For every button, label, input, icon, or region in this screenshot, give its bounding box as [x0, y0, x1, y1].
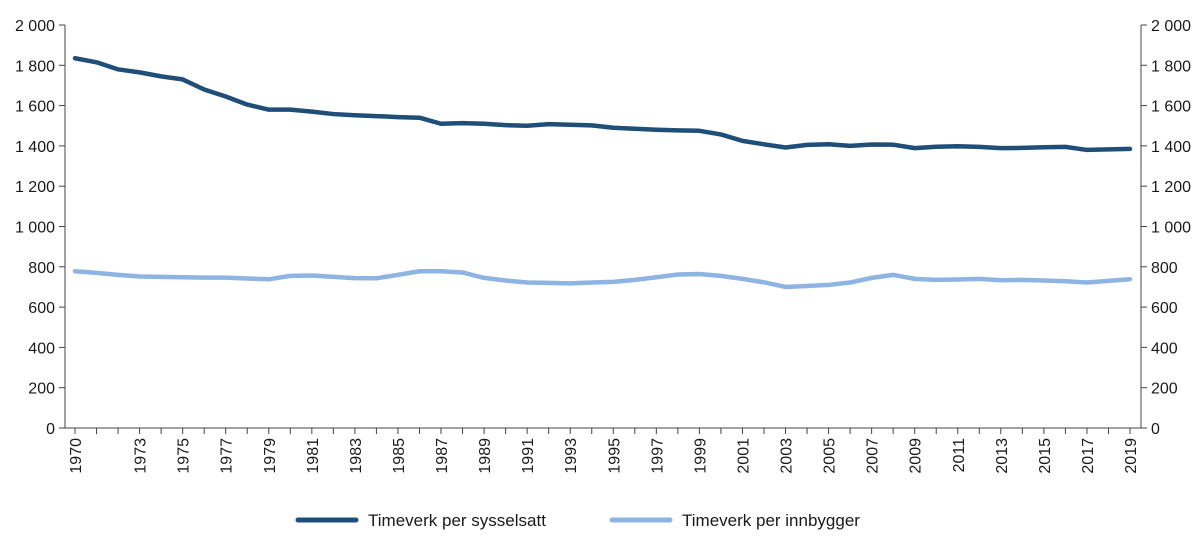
y-tick-label-right: 200: [1151, 381, 1178, 398]
y-tick-label-right: 600: [1151, 300, 1178, 317]
x-tick-label: 1987: [434, 438, 451, 474]
y-tick-label-left: 2 000: [15, 18, 55, 35]
x-tick-label: 1977: [219, 438, 236, 474]
x-tick-label: 1993: [563, 438, 580, 474]
y-tick-label-left: 1 200: [15, 179, 55, 196]
x-tick-label: 1985: [391, 438, 408, 474]
y-tick-label-left: 800: [28, 260, 55, 277]
y-tick-label-right: 1 200: [1151, 179, 1191, 196]
x-tick-label: 2017: [1080, 438, 1097, 474]
y-tick-label-left: 1 000: [15, 220, 55, 237]
legend-label-innbygger: Timeverk per innbygger: [682, 511, 860, 530]
y-tick-label-right: 400: [1151, 340, 1178, 357]
y-tick-label-left: 0: [46, 421, 55, 438]
y-tick-label-right: 1 000: [1151, 220, 1191, 237]
series-line-timeverk-per-sysselsatt: [72, 55, 1133, 153]
y-tick-label-right: 0: [1151, 421, 1160, 438]
x-tick-label: 1997: [649, 438, 666, 474]
x-tick-label: 2015: [1037, 438, 1054, 474]
legend: Timeverk per sysselsatt Timeverk per inn…: [295, 511, 860, 530]
y-tick-label-right: 2 000: [1151, 18, 1191, 35]
x-tick-label: 1981: [305, 438, 322, 474]
legend-label-sysselsatt: Timeverk per sysselsatt: [368, 511, 546, 530]
x-tick-label: 1973: [133, 438, 150, 474]
x-tick-label: 1989: [477, 438, 494, 474]
y-tick-label-left: 1 800: [15, 58, 55, 75]
x-tick-label: 2013: [994, 438, 1011, 474]
y-tick-label-right: 1 800: [1151, 58, 1191, 75]
x-tick-label: 1983: [348, 438, 365, 474]
x-tick-label: 1999: [692, 438, 709, 474]
y-tick-label-left: 400: [28, 340, 55, 357]
x-tick-label: 1970: [68, 438, 85, 474]
x-tick-label: 2009: [908, 438, 925, 474]
x-tick-label: 1975: [176, 438, 193, 474]
x-tick-label: 2011: [951, 438, 968, 473]
x-tick-label: 1991: [520, 438, 537, 474]
series-layer: [72, 55, 1133, 290]
x-tick-label: 2007: [865, 438, 882, 474]
y-tick-label-right: 1 400: [1151, 139, 1191, 156]
x-tick-label: 1995: [606, 438, 623, 474]
y-tick-label-left: 200: [28, 381, 55, 398]
x-tick-label: 2005: [822, 438, 839, 474]
y-tick-label-left: 600: [28, 300, 55, 317]
axes: 0 0 200 200 400 400 600 600 800 800 1 000 1 000 1 20…: [15, 18, 1191, 474]
y-tick-label-left: 1 600: [15, 99, 55, 116]
y-tick-label-right: 800: [1151, 260, 1178, 277]
y-tick-label-right: 1 600: [1151, 99, 1191, 116]
series-line-timeverk-per-innbygger: [72, 268, 1133, 290]
y-tick-label-left: 1 400: [15, 139, 55, 156]
x-tick-label: 2019: [1123, 438, 1140, 474]
x-tick-label: 1979: [262, 438, 279, 474]
x-tick-label: 2003: [779, 438, 796, 474]
x-tick-label: 2001: [735, 438, 752, 474]
